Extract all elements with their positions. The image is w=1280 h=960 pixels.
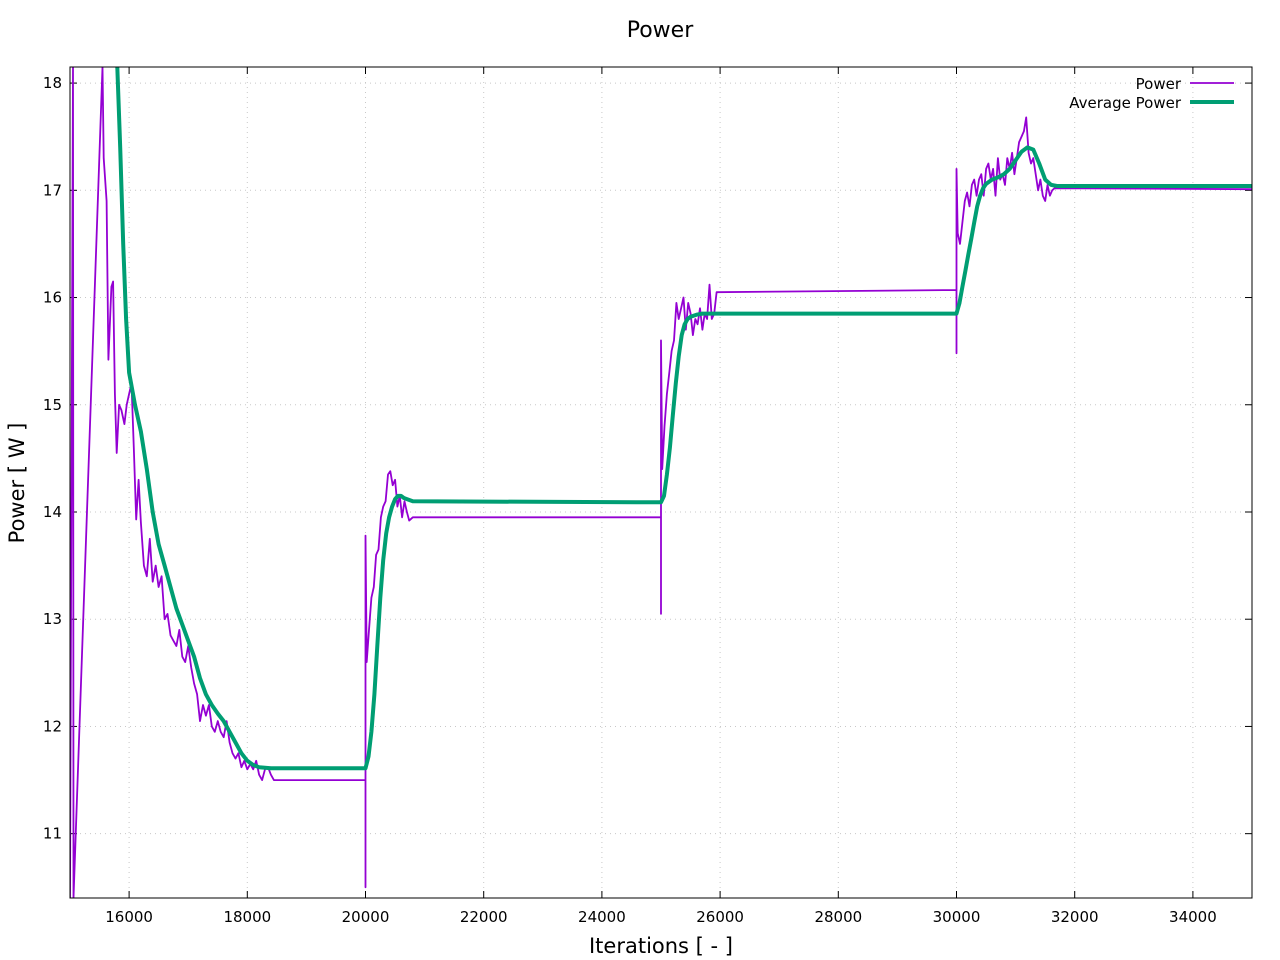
x-tick-label: 32000 — [1051, 908, 1099, 926]
legend-label-power: Power — [1136, 75, 1182, 93]
y-tick-label: 11 — [43, 825, 62, 843]
legend: Power Average Power — [1069, 75, 1234, 112]
y-tick-label: 17 — [43, 181, 62, 199]
x-tick-label: 24000 — [578, 908, 626, 926]
axis-ticks: 16000 18000 20000 22000 24000 26000 28000 30000… — [43, 67, 1252, 926]
y-tick-label: 18 — [43, 74, 62, 92]
x-tick-label: 30000 — [933, 908, 981, 926]
x-tick-label: 34000 — [1169, 908, 1217, 926]
series-layer — [70, 67, 1252, 898]
x-tick-label: 18000 — [223, 908, 271, 926]
x-tick-label: 28000 — [814, 908, 862, 926]
power-series-line — [70, 67, 1252, 898]
chart-title: Power — [627, 18, 694, 43]
y-axis-label: Power [ W ] — [5, 423, 29, 544]
x-tick-label: 20000 — [342, 908, 390, 926]
legend-label-average-power: Average Power — [1069, 94, 1182, 112]
average-power-series-line — [115, 67, 1252, 771]
y-tick-label: 12 — [43, 717, 62, 735]
y-tick-label: 13 — [43, 610, 62, 628]
y-tick-label: 16 — [43, 289, 62, 307]
y-tick-label: 15 — [43, 396, 62, 414]
x-tick-label: 26000 — [696, 908, 744, 926]
x-tick-label: 22000 — [460, 908, 508, 926]
x-tick-label: 16000 — [105, 908, 153, 926]
plot-frame — [69, 66, 1253, 899]
y-tick-label: 14 — [43, 503, 62, 521]
x-axis-label: Iterations [ - ] — [589, 934, 733, 958]
